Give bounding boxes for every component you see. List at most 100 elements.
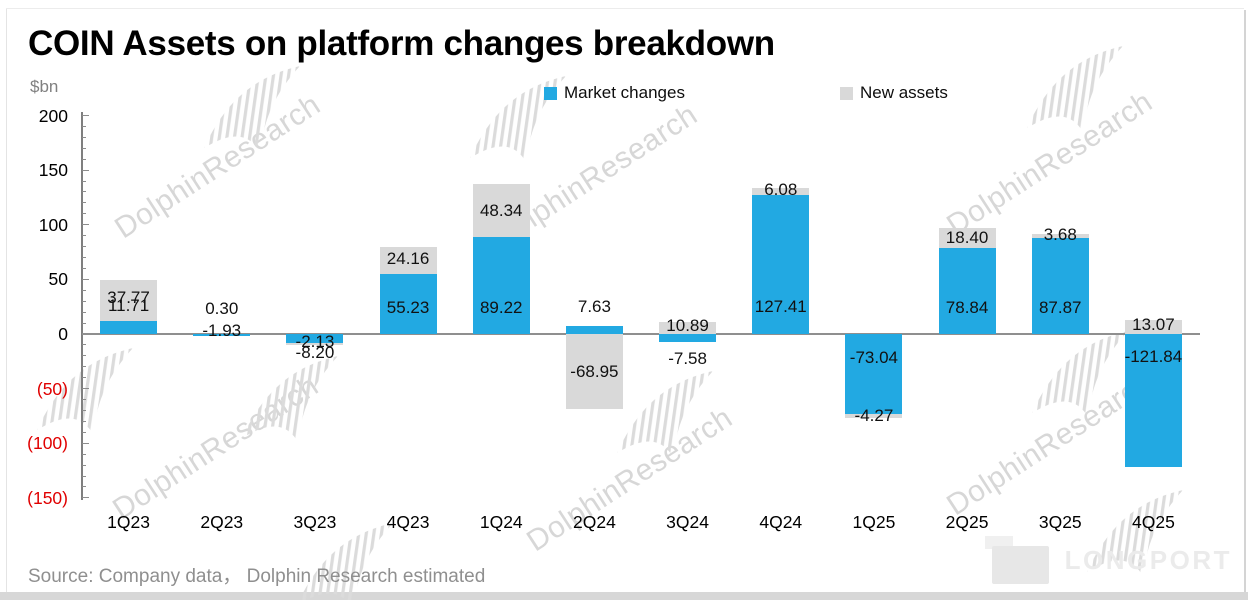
label-new-assets-4Q25: 13.07 (1132, 315, 1175, 334)
y-axis-tick (82, 169, 89, 171)
label-market-changes-4Q23: 55.23 (386, 298, 430, 317)
y-axis-tick (82, 464, 86, 466)
bar-market-changes-3Q25 (1031, 238, 1089, 334)
card-bottom-strip (0, 592, 1248, 600)
bar-market-changes-1Q25 (845, 334, 903, 414)
y-axis-label-100: 100 (38, 214, 68, 235)
bar-market-changes-4Q23 (379, 273, 437, 334)
y-axis-tick (82, 267, 86, 269)
y-axis-tick (82, 311, 86, 313)
legend-item-new-assets: New assets (840, 83, 948, 103)
x-axis-label-3Q23: 3Q23 (293, 512, 337, 532)
label-market-changes-2Q25: 78.84 (945, 298, 989, 317)
label-market-changes-3Q24: -7.58 (668, 349, 707, 368)
y-axis-tick (82, 246, 86, 248)
bar-new-assets-3Q24 (659, 322, 717, 334)
bar-market-changes-4Q25 (1124, 334, 1182, 468)
x-axis-label-4Q24: 4Q24 (759, 512, 803, 532)
bar-new-assets-2Q24 (565, 334, 623, 410)
bar-market-changes-2Q25 (938, 247, 996, 334)
longport-logo-mark-icon (984, 536, 1049, 584)
y-axis-label-neg100neg: (100) (27, 433, 68, 454)
y-axis-tick (82, 202, 86, 204)
y-axis-tick (82, 125, 86, 127)
y-axis-tick (82, 377, 86, 379)
bar-new-assets-4Q23 (379, 247, 437, 274)
card-right-border (1244, 10, 1246, 592)
y-axis-tick (82, 224, 89, 226)
bar-new-assets-1Q24 (472, 183, 530, 237)
label-new-assets-3Q25: 3.68 (1043, 225, 1077, 244)
y-axis-label-0: 0 (58, 324, 68, 344)
longport-logo-text: LONGPORT (1064, 544, 1232, 575)
x-axis-label-3Q25: 3Q25 (1038, 512, 1082, 532)
bar-market-changes-4Q24 (752, 194, 810, 334)
y-axis-tick (82, 409, 86, 411)
watermark-hatch-fan-icon (1032, 331, 1128, 417)
y-axis-tick (82, 431, 86, 433)
x-axis-label-3Q24: 3Q24 (666, 512, 709, 532)
zero-axis-line (82, 333, 1200, 335)
card-left-border (6, 8, 7, 592)
bar-new-assets-3Q25 (1031, 233, 1089, 238)
longport-logo: LONGPORT (984, 536, 1232, 584)
watermark-hatch-fan-icon (1087, 490, 1183, 576)
label-market-changes-1Q25: -73.04 (849, 348, 898, 367)
y-axis-tick (82, 115, 89, 116)
label-new-assets-2Q23: 0.30 (205, 299, 239, 318)
y-axis-tick (82, 278, 89, 280)
x-axis-label-4Q23: 4Q23 (386, 512, 430, 532)
x-axis-label-2Q25: 2Q25 (945, 512, 989, 532)
x-axis-label-2Q24: 2Q24 (573, 512, 616, 532)
y-axis-tick (82, 257, 86, 259)
watermark-hatch-fan-icon (204, 66, 300, 152)
bar-new-assets-3Q23 (286, 342, 344, 346)
y-axis-tick (82, 344, 86, 346)
y-axis-tick (82, 399, 86, 401)
legend-item-market-changes: Market changes (544, 83, 685, 103)
label-market-changes-1Q24: 89.22 (479, 298, 523, 317)
label-new-assets-3Q24: 10.89 (666, 316, 709, 335)
y-axis-tick (82, 300, 86, 302)
source-note: Source: Company data， Dolphin Research e… (28, 566, 486, 587)
y-axis-tick (82, 136, 86, 138)
chart-title: COIN Assets on platform changes breakdow… (28, 24, 775, 63)
label-new-assets-2Q24: -68.95 (570, 362, 619, 381)
label-market-changes-4Q24: 127.41 (754, 297, 807, 316)
y-axis-label-50: 50 (48, 269, 68, 290)
y-axis-tick (82, 213, 86, 215)
label-new-assets-2Q25: 18.40 (945, 228, 989, 247)
y-axis-tick (82, 147, 86, 149)
bar-market-changes-3Q24 (659, 334, 717, 343)
label-market-changes-3Q23: -8.20 (295, 343, 335, 362)
label-new-assets-4Q23: 24.16 (386, 249, 430, 268)
y-axis-tick (82, 453, 86, 455)
y-axis-tick (82, 355, 86, 357)
watermark-hatch-fan-icon (299, 523, 393, 600)
label-new-assets-1Q25: -4.27 (854, 406, 894, 425)
y-axis-tick (82, 180, 86, 182)
bar-new-assets-2Q25 (938, 227, 996, 248)
bar-market-changes-2Q23 (193, 334, 251, 337)
y-axis-tick (82, 420, 86, 422)
watermark-hatch-fan-icon (1027, 46, 1123, 132)
bar-new-assets-1Q23 (100, 279, 158, 322)
new-assets-swatch-icon (840, 86, 853, 100)
y-axis-tick (82, 486, 86, 488)
y-axis-tick (82, 366, 86, 368)
y-axis-label-neg150neg: (150) (27, 487, 68, 508)
y-axis-label-150: 150 (38, 160, 68, 181)
bar-new-assets-4Q25 (1124, 319, 1182, 334)
x-axis-label-1Q23: 1Q23 (107, 512, 150, 532)
bar-market-changes-1Q23 (100, 321, 158, 334)
label-market-changes-2Q23: -1.93 (202, 321, 242, 340)
label-new-assets-1Q23: 37.77 (107, 288, 150, 307)
bar-market-changes-2Q24 (565, 325, 623, 334)
y-axis-label-neg50neg: (50) (36, 378, 68, 399)
x-axis-label-1Q25: 1Q25 (852, 512, 896, 532)
y-axis-tick (82, 322, 86, 324)
y-axis-label-200: 200 (38, 105, 68, 126)
y-axis-tick (82, 191, 86, 193)
x-axis-label-2Q23: 2Q23 (200, 512, 244, 532)
